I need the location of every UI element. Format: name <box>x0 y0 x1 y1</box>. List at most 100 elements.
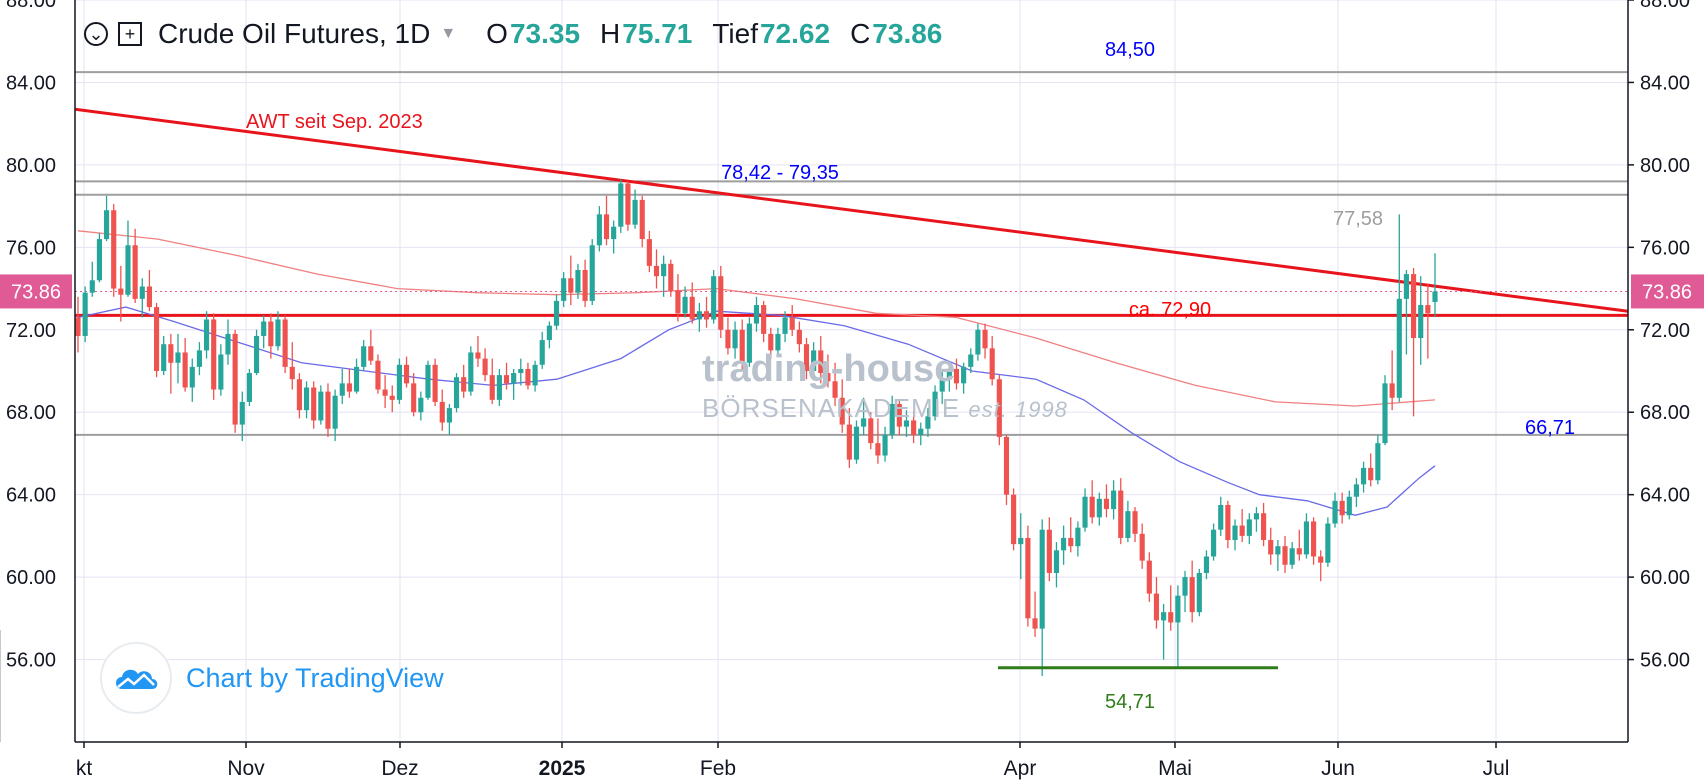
high-label: H <box>600 18 621 49</box>
candle-body <box>611 226 617 240</box>
close-label: C <box>850 18 871 49</box>
level-label-3: ca. 72,90 <box>1129 299 1211 321</box>
candle-body <box>168 344 174 363</box>
x-tick-7: Jun <box>1321 757 1355 780</box>
candle-body <box>503 375 510 384</box>
y-tick-right-7: 60.00 <box>1640 567 1690 589</box>
x-tick-2: Dez <box>381 757 418 780</box>
chevron-down-icon[interactable]: ▼ <box>440 25 457 42</box>
tradingview-cloud-icon <box>100 642 172 714</box>
candle-body <box>882 434 888 456</box>
candle-body <box>1168 612 1174 623</box>
candle-body <box>432 364 438 402</box>
price-badge-left <box>0 274 72 309</box>
x-tick-3: 2025 <box>539 757 586 780</box>
candle-body <box>396 364 402 400</box>
candle-body <box>282 319 288 367</box>
candle-body <box>1132 511 1138 534</box>
candle-body <box>182 352 188 388</box>
candle-body <box>961 366 967 384</box>
candle-body <box>232 333 238 425</box>
candle-body <box>1218 504 1224 530</box>
candle-body <box>1296 548 1302 555</box>
candle-body <box>1203 556 1210 573</box>
candle-body <box>525 368 531 386</box>
candle-body <box>1318 556 1324 563</box>
y-tick-left-5: 68.00 <box>6 402 56 424</box>
candle-body <box>1232 525 1238 541</box>
candle-body <box>932 391 938 417</box>
candle-body <box>203 319 210 351</box>
candle-body <box>1103 498 1110 510</box>
compare-plus-icon[interactable]: + <box>118 22 142 46</box>
candle-body <box>1089 496 1095 518</box>
high-annotation: 77,58 <box>1333 208 1383 230</box>
candle-body <box>1196 572 1202 613</box>
candle-body <box>939 379 945 392</box>
candle-body <box>918 428 924 435</box>
candle-body <box>639 199 645 240</box>
candle-body <box>1118 490 1124 538</box>
candle-body <box>1075 527 1081 547</box>
x-tick-6: Mai <box>1158 757 1192 780</box>
watermark-line1: trading-house <box>702 348 956 390</box>
y-tick-right-3: 76.00 <box>1640 237 1690 259</box>
candle-body <box>1275 546 1281 555</box>
symbol-title[interactable]: Crude Oil Futures, 1D <box>158 18 431 49</box>
collapse-icon[interactable]: ⌄ <box>84 22 108 46</box>
y-tick-left-6: 64.00 <box>6 485 56 507</box>
candle-body <box>189 366 195 388</box>
candle-body <box>211 319 217 390</box>
price-badge-left-text: 73.86 <box>11 281 61 303</box>
candle-body <box>118 288 124 295</box>
candle-body <box>711 276 717 320</box>
candle-body <box>1111 490 1117 510</box>
watermark-line2: BÖRSENAKADEMIE est. 1998 <box>702 393 1068 424</box>
candle-body <box>1189 577 1195 613</box>
candle-body <box>889 403 895 435</box>
candle-body <box>461 377 467 392</box>
candle-body <box>1332 500 1338 524</box>
candle-body <box>239 401 245 425</box>
candle-body <box>1353 484 1360 497</box>
y-tick-left-1: 84.00 <box>6 72 56 94</box>
candle-body <box>803 344 810 371</box>
candle-body <box>1018 537 1024 545</box>
y-tick-right-4: 72.00 <box>1640 320 1690 342</box>
candle-body <box>1346 496 1352 516</box>
candle-body <box>353 366 360 392</box>
candle-body <box>446 408 452 423</box>
candle-body <box>625 183 631 225</box>
candle-body <box>1432 291 1438 302</box>
candle-body <box>1375 443 1381 481</box>
candle-body <box>1425 305 1431 314</box>
open-label: O <box>486 18 508 49</box>
candle-body <box>1068 537 1074 547</box>
candle-body <box>903 420 910 427</box>
candle-body <box>732 329 738 349</box>
candle-body <box>839 397 845 425</box>
candle-body <box>968 354 974 367</box>
candle-body <box>661 263 667 277</box>
chart-legend: ⌄ + Crude Oil Futures, 1D ▼ O 73.35 H 75… <box>84 18 962 50</box>
candle-body <box>511 373 517 384</box>
candle-body <box>296 379 302 411</box>
candle-body <box>1039 529 1045 629</box>
candle-body <box>1361 467 1367 485</box>
tradingview-badge[interactable]: Chart by TradingView <box>100 642 444 714</box>
candle-body <box>468 352 474 392</box>
candle-body <box>596 214 602 246</box>
candle-body <box>1153 593 1160 621</box>
price-badge-right-text: 73.86 <box>1642 281 1692 303</box>
x-tick-5: Apr <box>1004 757 1037 780</box>
candle-body <box>1025 537 1031 619</box>
candle-body <box>139 286 145 299</box>
candle-body <box>111 210 117 289</box>
y-tick-left-8: 56.00 <box>6 650 56 672</box>
candle-body <box>975 329 981 355</box>
candle-body <box>425 364 431 398</box>
candle-body <box>261 321 267 336</box>
candle-body <box>789 317 795 330</box>
candle-body <box>646 239 652 266</box>
